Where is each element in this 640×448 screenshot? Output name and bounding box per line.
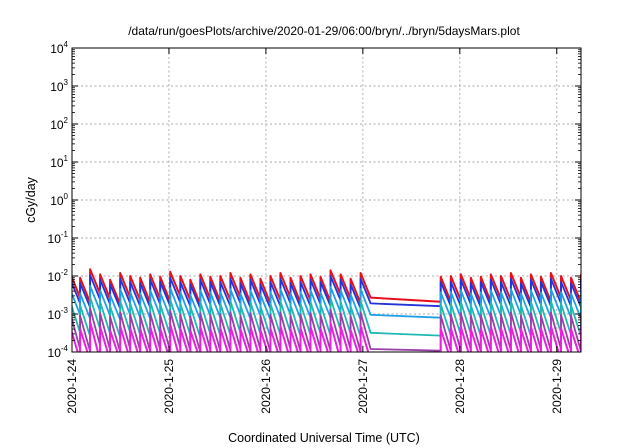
y-tick-label: 101 [50,154,68,170]
x-tick-label: 2020-1-25 [162,359,176,414]
y-tick-label: 104 [50,40,68,56]
x-axis-ticks: 2020-1-24 2020-1-25 2020-1-26 2020-1-27 2020… [65,48,564,414]
y-tick-label: 102 [50,116,68,132]
y-tick-label: 100 [50,192,68,208]
x-tick-label: 2020-1-27 [356,359,370,414]
x-tick-label: 2020-1-29 [550,359,564,414]
series-line [72,274,581,310]
y-tick-label: 10-3 [48,306,69,322]
chart-title: /data/run/goesPlots/archive/2020-01-29/0… [128,24,520,38]
y-tick-label: 10-4 [48,344,69,360]
x-tick-label: 2020-1-28 [453,359,467,414]
series-line [72,307,581,352]
x-axis-label: Coordinated Universal Time (UTC) [228,431,420,445]
y-tick-label: 103 [50,78,68,94]
x-tick-label: 2020-1-24 [65,359,79,414]
plot-frame [71,47,582,353]
series-group [72,268,581,352]
grid [72,48,581,352]
y-tick-label: 10-1 [48,230,69,246]
y-axis-label: cGy/day [24,176,38,223]
x-tick-label: 2020-1-26 [259,359,273,414]
series-line [72,320,581,352]
y-tick-label: 10-2 [48,268,69,284]
series-line [72,285,581,321]
